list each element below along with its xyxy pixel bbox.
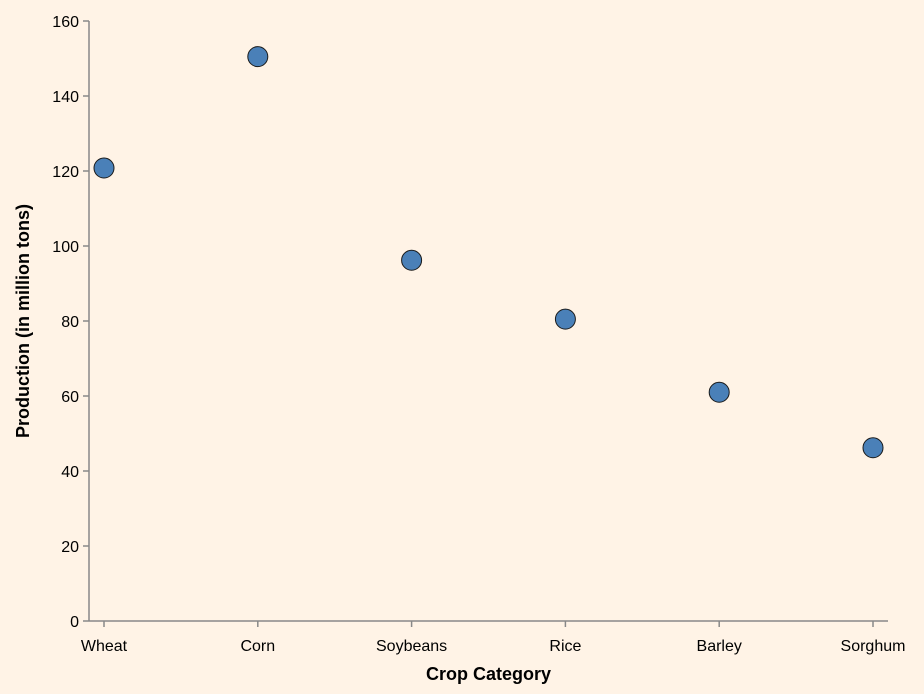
y-tick-label: 80 [61,314,79,331]
x-tick-label: Wheat [81,638,128,655]
data-point [862,437,884,459]
y-axis-title: Production (in million tons) [13,204,33,438]
x-ticks: Wheat Corn Soybeans Rice Barley Sorghum [81,621,906,655]
x-tick-label: Rice [549,638,581,655]
data-points [93,46,884,459]
data-point [247,46,269,68]
x-axis: Wheat Corn Soybeans Rice Barley Sorghum [81,620,906,655]
y-tick-label: 20 [61,539,79,556]
y-tick-label: 120 [52,164,79,181]
data-point [708,381,730,403]
y-ticks: 0 20 40 60 80 100 120 140 160 [52,14,89,631]
data-point [93,157,115,179]
data-point [401,249,423,271]
y-tick-label: 140 [52,89,79,106]
x-tick-label: Sorghum [841,638,906,655]
y-tick-label: 100 [52,239,79,256]
x-axis-title: Crop Category [426,664,551,684]
y-tick-label: 60 [61,389,79,406]
y-axis: 0 20 40 60 80 100 120 140 160 [52,14,90,631]
y-tick-label: 40 [61,464,79,481]
x-tick-label: Barley [697,638,742,655]
data-point [554,308,576,330]
x-tick-label: Corn [240,638,275,655]
y-tick-label: 160 [52,14,79,31]
y-tick-label: 0 [70,614,79,631]
x-tick-label: Soybeans [376,638,447,655]
